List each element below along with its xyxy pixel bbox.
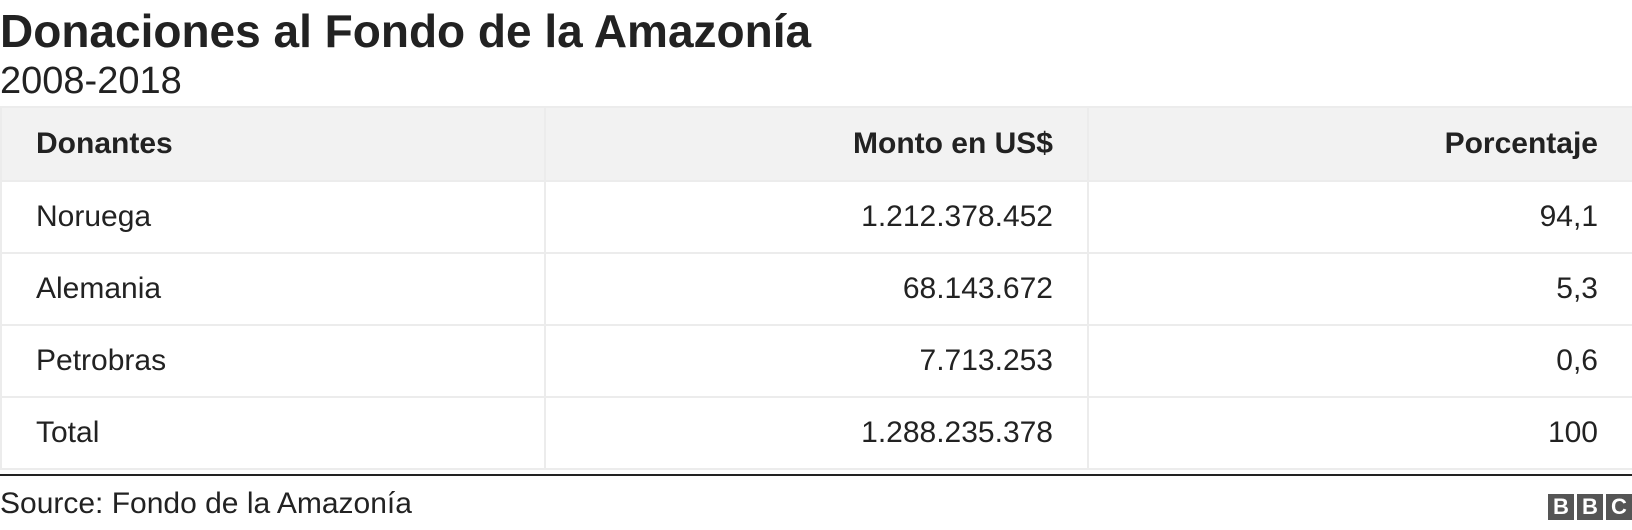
chart-subtitle: 2008-2018 (0, 60, 182, 102)
cell-donante: Total (0, 396, 546, 470)
bbc-logo-letter: B (1548, 494, 1574, 520)
cell-monto: 1.288.235.378 (544, 396, 1089, 470)
table-header: Donantes Monto en US$ Porcentaje (0, 106, 1632, 182)
table-row: Noruega 1.212.378.452 94,1 (0, 180, 1632, 254)
table-row: Petrobras 7.713.253 0,6 (0, 324, 1632, 398)
table-body: Noruega 1.212.378.452 94,1 Alemania 68.1… (0, 180, 1632, 470)
table-row-total: Total 1.288.235.378 100 (0, 396, 1632, 470)
table-row: Alemania 68.143.672 5,3 (0, 252, 1632, 326)
column-header-donantes: Donantes (0, 106, 546, 182)
chart-title: Donaciones al Fondo de la Amazonía (0, 5, 812, 57)
cell-porcentaje: 100 (1087, 396, 1632, 470)
cell-donante: Petrobras (0, 324, 546, 398)
cell-donante: Noruega (0, 180, 546, 254)
cell-monto: 7.713.253 (544, 324, 1089, 398)
data-table-container: Donantes Monto en US$ Porcentaje Noruega… (0, 106, 1632, 470)
cell-porcentaje: 5,3 (1087, 252, 1632, 326)
column-header-monto: Monto en US$ (544, 106, 1089, 182)
header-row: Donantes Monto en US$ Porcentaje (0, 106, 1632, 182)
bbc-logo-letter: B (1577, 494, 1603, 520)
cell-monto: 1.212.378.452 (544, 180, 1089, 254)
column-header-porcentaje: Porcentaje (1087, 106, 1632, 182)
bbc-logo: B B C (1548, 494, 1632, 520)
cell-monto: 68.143.672 (544, 252, 1089, 326)
footer-divider (0, 474, 1632, 476)
bbc-logo-letter: C (1606, 494, 1632, 520)
cell-porcentaje: 94,1 (1087, 180, 1632, 254)
cell-porcentaje: 0,6 (1087, 324, 1632, 398)
cell-donante: Alemania (0, 252, 546, 326)
source-note: Source: Fondo de la Amazonía (0, 487, 412, 520)
data-table: Donantes Monto en US$ Porcentaje Noruega… (0, 106, 1632, 470)
